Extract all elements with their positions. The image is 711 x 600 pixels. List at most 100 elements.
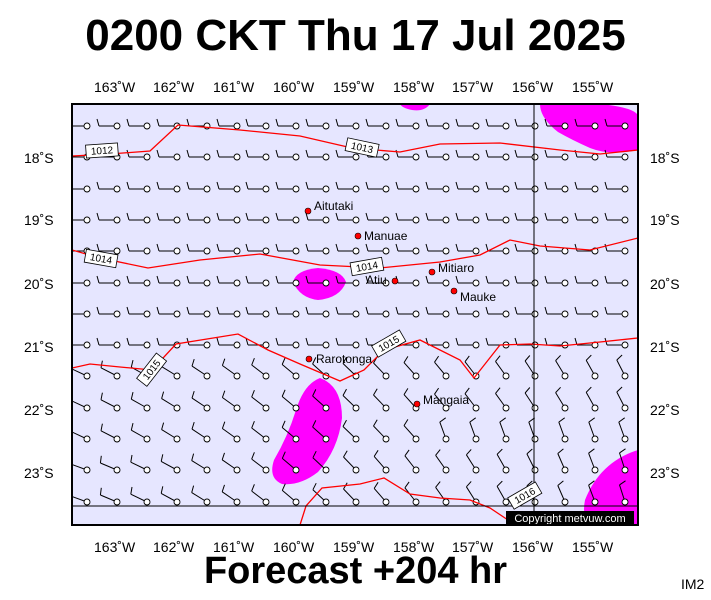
wind-station-circle (382, 185, 390, 193)
wind-barb-feather (455, 212, 459, 221)
wind-station-circle (591, 310, 599, 318)
wind-barb-feather (544, 306, 548, 315)
lat-label-left-20s: 20˚S (24, 276, 54, 292)
wind-station-circle (561, 310, 569, 318)
wind-barb-feather (395, 243, 399, 252)
wind-station-circle (233, 122, 241, 130)
wind-barb-feather (156, 118, 160, 127)
wind-station-circle (203, 341, 211, 349)
wind-station-circle (531, 216, 539, 224)
wind-station-circle (561, 247, 569, 255)
wind-station-circle (262, 279, 270, 287)
wind-barb-feather (96, 181, 100, 190)
wind-station-circle (412, 435, 420, 443)
wind-station-circle (472, 404, 480, 412)
wind-station-circle (352, 122, 360, 130)
wind-station-circle (472, 466, 480, 474)
wind-station-circle (561, 466, 569, 474)
wind-barb-feather (485, 118, 489, 127)
rain-area-north (400, 104, 430, 111)
wind-station-circle (322, 247, 330, 255)
wind-station-circle (352, 404, 360, 412)
wind-station-circle (561, 153, 569, 161)
wind-barb-feather (216, 337, 220, 346)
lon-label-bottom-155w: 155˚W (572, 539, 614, 555)
wind-barb-feather (435, 481, 441, 488)
wind-station-circle (352, 185, 360, 193)
wind-station-circle (322, 404, 330, 412)
place-label-manuae: Manuae (364, 229, 408, 243)
wind-station-circle (412, 216, 420, 224)
wind-station-circle (113, 341, 121, 349)
wind-station-circle (412, 372, 420, 380)
wind-barb-feather (604, 181, 608, 190)
wind-barb-feather (403, 388, 409, 395)
wind-station-circle (322, 498, 330, 506)
wind-barb-feather (312, 389, 317, 397)
wind-barb-feather (604, 275, 608, 284)
wind-station-circle (621, 153, 629, 161)
wind-station-circle (531, 279, 539, 287)
wind-barb-feather (526, 448, 533, 455)
wind-barb-feather (485, 337, 489, 346)
wind-station-circle (352, 466, 360, 474)
wind-station-circle (173, 466, 181, 474)
wind-barb-feather (495, 387, 501, 394)
wind-station-circle (382, 372, 390, 380)
wind-barb-feather (618, 417, 625, 423)
wind-station-circle (292, 279, 300, 287)
wind-station-circle (113, 372, 121, 380)
wind-station-circle (442, 247, 450, 255)
wind-station-circle (502, 279, 510, 287)
wind-station-circle (591, 279, 599, 287)
wind-station-circle (143, 153, 151, 161)
wind-station-circle (382, 247, 390, 255)
wind-barb-feather (312, 482, 317, 490)
wind-barb-feather (455, 181, 459, 190)
wind-barb-feather (574, 306, 578, 315)
wind-barb-feather (619, 480, 626, 486)
wind-station-circle (382, 466, 390, 474)
wind-barb-feather (130, 454, 133, 463)
wind-barb-feather (251, 484, 255, 492)
wind-station-circle (292, 216, 300, 224)
wind-barb-feather (312, 420, 317, 428)
wind-station-circle (143, 185, 151, 193)
wind-station-circle (233, 185, 241, 193)
wind-barb-feather (305, 181, 309, 190)
wind-barb-feather (544, 149, 548, 158)
wind-station-circle (203, 404, 211, 412)
wind-barb-feather (466, 481, 472, 488)
wind-barb-feather (70, 489, 71, 496)
wind-barb-feather (485, 275, 489, 284)
wind-barb-feather (126, 212, 130, 221)
wind-station-circle (591, 435, 599, 443)
wind-barb-feather (365, 212, 369, 221)
wind-barb-feather (404, 449, 410, 457)
wind-station-circle (83, 404, 91, 412)
wind-barb-feather (216, 118, 220, 127)
wind-barb-feather (67, 276, 69, 283)
wind-barb-feather (221, 421, 226, 429)
wind-station-circle (292, 310, 300, 318)
wind-barb-feather (555, 354, 561, 361)
wind-barb-feather (455, 118, 459, 127)
wind-station-circle (143, 247, 151, 255)
map-title: 0200 CKT Thu 17 Jul 2025 (85, 11, 626, 60)
wind-barb-feather (373, 388, 378, 396)
forecast-label: Forecast +204 hr (203, 550, 508, 592)
wind-barb-feather (425, 275, 429, 284)
wind-barb-feather (281, 483, 286, 491)
wind-station-circle (233, 216, 241, 224)
rain-area-south-central (272, 378, 342, 485)
wind-station-circle (352, 153, 360, 161)
wind-barb-feather (514, 306, 518, 315)
wind-station-circle (352, 498, 360, 506)
wind-barb-feather (464, 387, 470, 394)
wind-barb-feather (67, 119, 69, 126)
wind-station-circle (621, 185, 629, 193)
wind-barb-feather (245, 118, 249, 127)
wind-barb-feather (365, 181, 369, 190)
wind-barb-feather (281, 451, 286, 459)
wind-barb-feather (275, 212, 279, 221)
